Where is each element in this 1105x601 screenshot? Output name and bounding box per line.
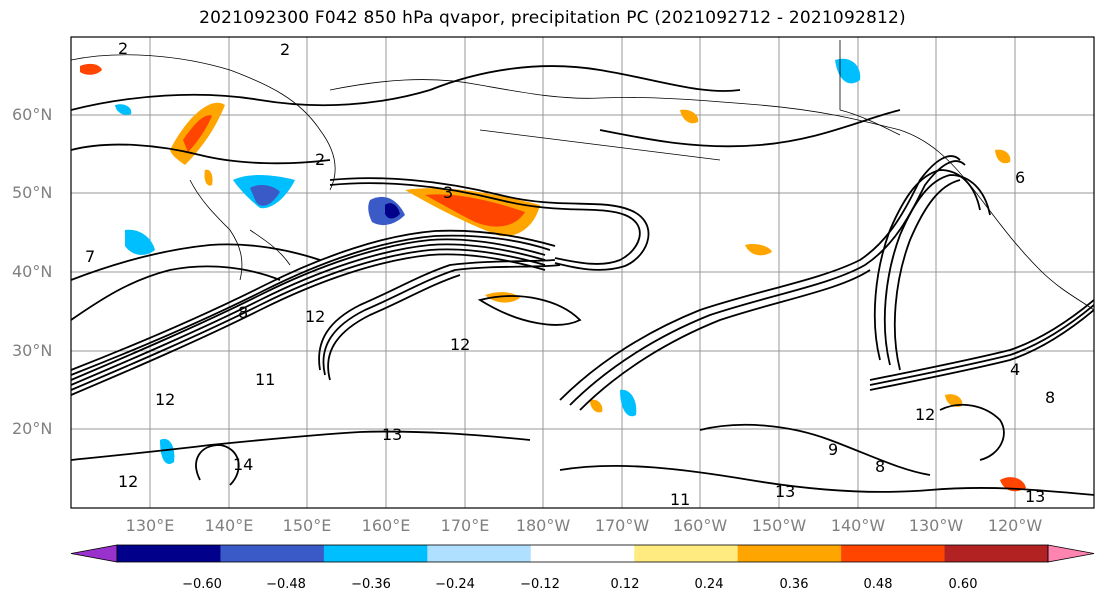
colorbar-tick-label: −0.24 <box>435 577 475 592</box>
colorbar-segment <box>427 545 532 562</box>
colorbar-tick-label: −0.12 <box>520 577 560 592</box>
contour-label: 9 <box>828 440 838 459</box>
map-frame <box>70 36 1095 509</box>
lon-label: 120°W <box>988 516 1043 535</box>
contour-label: 4 <box>1010 360 1020 379</box>
colorbar-tick-label: 0.48 <box>864 577 893 592</box>
contour-label: 13 <box>1025 487 1045 506</box>
contour-label: 13 <box>382 425 402 444</box>
colorbar-tick-label: 0.60 <box>949 577 978 592</box>
contour-label: 2 <box>280 40 290 59</box>
contour-label: 8 <box>875 457 885 476</box>
contour-labels: 2 2 2 3 7 8 12 12 11 13 12 14 12 11 9 8 … <box>85 39 1055 509</box>
contour-label: 11 <box>670 490 690 509</box>
contour-label: 12 <box>305 307 325 326</box>
map-title: 2021092300 F042 850 hPa qvapor, precipit… <box>199 8 906 28</box>
colorbar <box>70 544 1095 563</box>
contour-label: 12 <box>450 335 470 354</box>
colorbar-segment <box>220 545 325 562</box>
colorbar-segment <box>634 545 739 562</box>
lon-label: 150°E <box>283 516 332 535</box>
colorbar-tick-labels: −0.60 −0.48 −0.36 −0.24 −0.12 0.12 0.24 … <box>182 577 977 592</box>
contour-label: 12 <box>118 472 138 491</box>
lat-label: 20°N <box>12 419 52 438</box>
contour-label: 3 <box>443 183 453 202</box>
contour-label: 11 <box>255 370 275 389</box>
colorbar-segment <box>117 545 221 562</box>
colorbar-tick-label: 0.12 <box>611 577 640 592</box>
lon-label: 150°W <box>752 516 807 535</box>
lon-label: 130°W <box>909 516 964 535</box>
lon-label: 180°W <box>516 516 571 535</box>
lon-label: 170°E <box>441 516 490 535</box>
colorbar-segment <box>323 545 428 562</box>
latitude-labels: 60°N 50°N 40°N 30°N 20°N <box>12 105 52 438</box>
colorbar-tick-label: −0.60 <box>182 577 222 592</box>
lat-label: 60°N <box>12 105 52 124</box>
colorbar-extend-high <box>1047 544 1095 563</box>
colorbar-segment <box>530 545 635 562</box>
colorbar-tick-label: −0.48 <box>266 577 306 592</box>
colorbar-segment <box>841 545 946 562</box>
contour-label: 8 <box>1045 388 1055 407</box>
lon-label: 160°E <box>362 516 411 535</box>
lat-label: 30°N <box>12 341 52 360</box>
colorbar-extend-low <box>70 544 118 563</box>
qvapor-contours <box>71 65 1094 496</box>
colorbar-tick-label: 0.24 <box>695 577 724 592</box>
contour-label: 2 <box>118 39 128 58</box>
lat-label: 40°N <box>12 262 52 281</box>
longitude-labels: 130°E 140°E 150°E 160°E 170°E 180°W 170°… <box>126 516 1043 535</box>
contour-label: 12 <box>155 390 175 409</box>
colorbar-tick-label: 0.36 <box>780 577 809 592</box>
lon-label: 130°E <box>126 516 175 535</box>
colorbar-frame <box>116 544 1049 563</box>
lon-label: 140°W <box>831 516 886 535</box>
contour-label: 2 <box>315 150 325 169</box>
lon-label: 170°W <box>595 516 650 535</box>
lon-label: 160°W <box>673 516 728 535</box>
contour-label: 8 <box>238 303 248 322</box>
precip-anomaly-shading <box>80 58 1026 492</box>
contour-label: 12 <box>915 405 935 424</box>
contour-label: 7 <box>85 247 95 266</box>
contour-label: 6 <box>1015 168 1025 187</box>
colorbar-segment <box>944 545 1049 562</box>
contour-label: 13 <box>775 482 795 501</box>
colorbar-segment <box>737 545 842 562</box>
coastlines <box>71 40 1094 311</box>
lat-label: 50°N <box>12 183 52 202</box>
contour-label: 14 <box>233 455 253 474</box>
lon-label: 140°E <box>205 516 254 535</box>
colorbar-tick-label: −0.36 <box>351 577 391 592</box>
